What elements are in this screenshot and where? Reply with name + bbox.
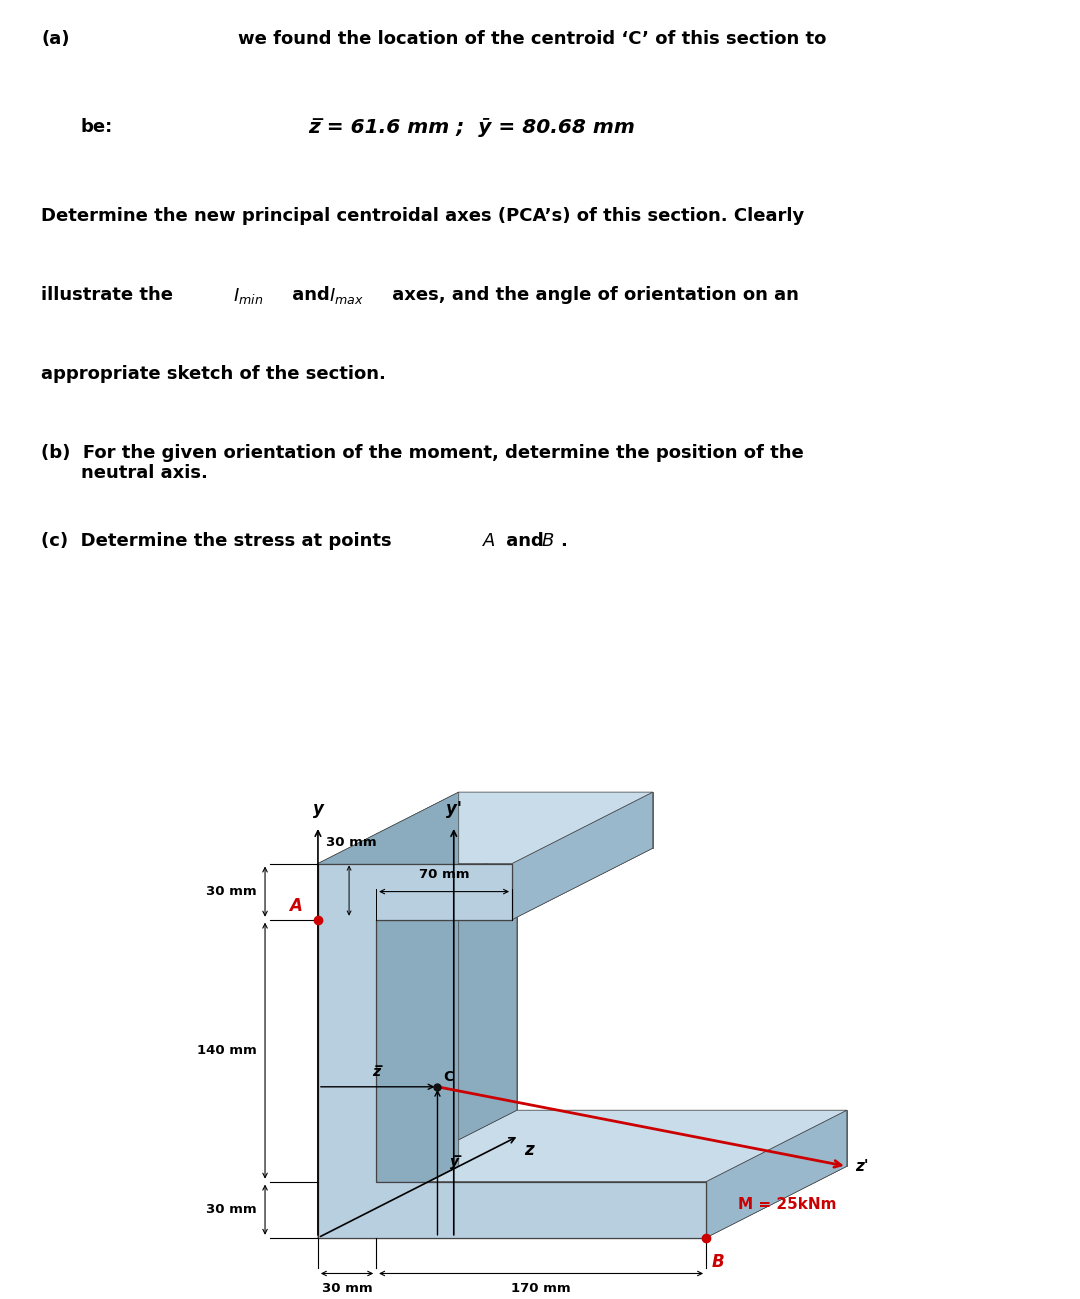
Polygon shape <box>318 1167 847 1238</box>
Text: 70 mm: 70 mm <box>419 869 470 882</box>
Text: 170 mm: 170 mm <box>511 1282 571 1295</box>
Text: 30 mm: 30 mm <box>322 1282 373 1295</box>
Text: $I_{max}$: $I_{max}$ <box>329 286 364 307</box>
Polygon shape <box>318 864 706 1238</box>
Text: z: z <box>525 1141 534 1159</box>
Text: z': z' <box>855 1159 868 1174</box>
Text: y: y <box>312 800 323 818</box>
Text: Determine the new principal centroidal axes (PCA’s) of this section. Clearly: Determine the new principal centroidal a… <box>41 208 805 225</box>
Text: appropriate sketch of the section.: appropriate sketch of the section. <box>41 365 386 383</box>
Text: z̅: z̅ <box>373 1065 380 1078</box>
Polygon shape <box>376 848 517 1182</box>
Text: axes, and the angle of orientation on an: axes, and the angle of orientation on an <box>386 286 798 304</box>
Polygon shape <box>318 792 652 864</box>
Polygon shape <box>318 864 706 1238</box>
Polygon shape <box>706 1111 847 1238</box>
Polygon shape <box>459 792 847 1167</box>
Text: $I_{min}$: $I_{min}$ <box>233 286 264 307</box>
Text: .: . <box>561 533 567 551</box>
Text: be:: be: <box>81 118 113 136</box>
Polygon shape <box>512 792 652 920</box>
Text: 140 mm: 140 mm <box>197 1044 257 1057</box>
Text: z̅ = 61.6 mm ;  ȳ = 80.68 mm: z̅ = 61.6 mm ; ȳ = 80.68 mm <box>308 118 635 138</box>
Text: 30 mm: 30 mm <box>206 1203 257 1216</box>
Text: $A$: $A$ <box>482 533 496 551</box>
Text: C: C <box>443 1070 453 1083</box>
Text: (b)  For the given orientation of the moment, determine the position of the: (b) For the given orientation of the mom… <box>41 444 804 462</box>
Polygon shape <box>376 848 652 920</box>
Text: B: B <box>712 1254 724 1270</box>
Text: 30 mm: 30 mm <box>206 885 257 898</box>
Polygon shape <box>318 792 459 1238</box>
Text: M = 25kNm: M = 25kNm <box>738 1196 836 1212</box>
Text: 30 mm: 30 mm <box>326 837 377 850</box>
Text: neutral axis.: neutral axis. <box>81 464 207 482</box>
Text: y': y' <box>446 800 462 818</box>
Polygon shape <box>376 1111 847 1182</box>
Text: y̅: y̅ <box>450 1155 459 1169</box>
Text: A: A <box>289 896 302 914</box>
Text: $B$: $B$ <box>541 533 554 551</box>
Text: we found the location of the centroid ‘C’ of this section to: we found the location of the centroid ‘C… <box>238 30 826 48</box>
Text: illustrate the: illustrate the <box>41 286 179 304</box>
Text: and: and <box>286 286 336 304</box>
Text: and: and <box>500 533 550 551</box>
Text: (a): (a) <box>41 30 69 48</box>
Text: (c)  Determine the stress at points: (c) Determine the stress at points <box>41 533 397 551</box>
